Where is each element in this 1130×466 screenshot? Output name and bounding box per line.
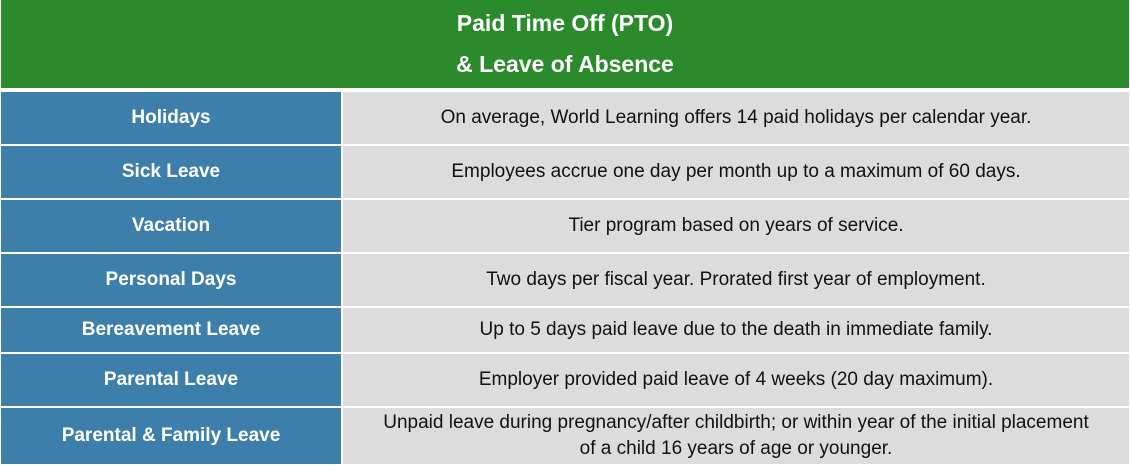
header-title-line1: Paid Time Off (PTO) bbox=[456, 10, 674, 36]
table-body: Holidays On average, World Learning offe… bbox=[1, 92, 1129, 464]
table-header: Paid Time Off (PTO) & Leave of Absence bbox=[1, 0, 1129, 90]
row-label: Parental & Family Leave bbox=[1, 408, 343, 464]
row-value: Two days per fiscal year. Prorated first… bbox=[343, 254, 1129, 306]
table-row-sick-leave: Sick Leave Employees accrue one day per … bbox=[1, 146, 1129, 200]
table-row-holidays: Holidays On average, World Learning offe… bbox=[1, 92, 1129, 146]
row-value-line1: Unpaid leave during pregnancy/after chil… bbox=[383, 412, 1089, 433]
row-value: Employees accrue one day per month up to… bbox=[343, 146, 1129, 198]
table-row-bereavement-leave: Bereavement Leave Up to 5 days paid leav… bbox=[1, 308, 1129, 354]
row-label: Sick Leave bbox=[1, 146, 343, 198]
row-label: Parental Leave bbox=[1, 354, 343, 406]
table-row-parental-family-leave: Parental & Family Leave Unpaid leave dur… bbox=[1, 408, 1129, 464]
row-label: Bereavement Leave bbox=[1, 308, 343, 352]
row-label: Personal Days bbox=[1, 254, 343, 306]
row-label: Holidays bbox=[1, 92, 343, 144]
row-value: On average, World Learning offers 14 pai… bbox=[343, 92, 1129, 144]
table-row-personal-days: Personal Days Two days per fiscal year. … bbox=[1, 254, 1129, 308]
row-label: Vacation bbox=[1, 200, 343, 252]
table-row-parental-leave: Parental Leave Employer provided paid le… bbox=[1, 354, 1129, 408]
header-title-line2: & Leave of Absence bbox=[456, 51, 674, 77]
row-value: Tier program based on years of service. bbox=[343, 200, 1129, 252]
row-value-line2: of a child 16 years of age or younger. bbox=[579, 438, 893, 459]
row-value: Employer provided paid leave of 4 weeks … bbox=[343, 354, 1129, 406]
table-row-vacation: Vacation Tier program based on years of … bbox=[1, 200, 1129, 254]
row-value: Up to 5 days paid leave due to the death… bbox=[343, 308, 1129, 352]
row-value: Unpaid leave during pregnancy/after chil… bbox=[343, 408, 1129, 464]
